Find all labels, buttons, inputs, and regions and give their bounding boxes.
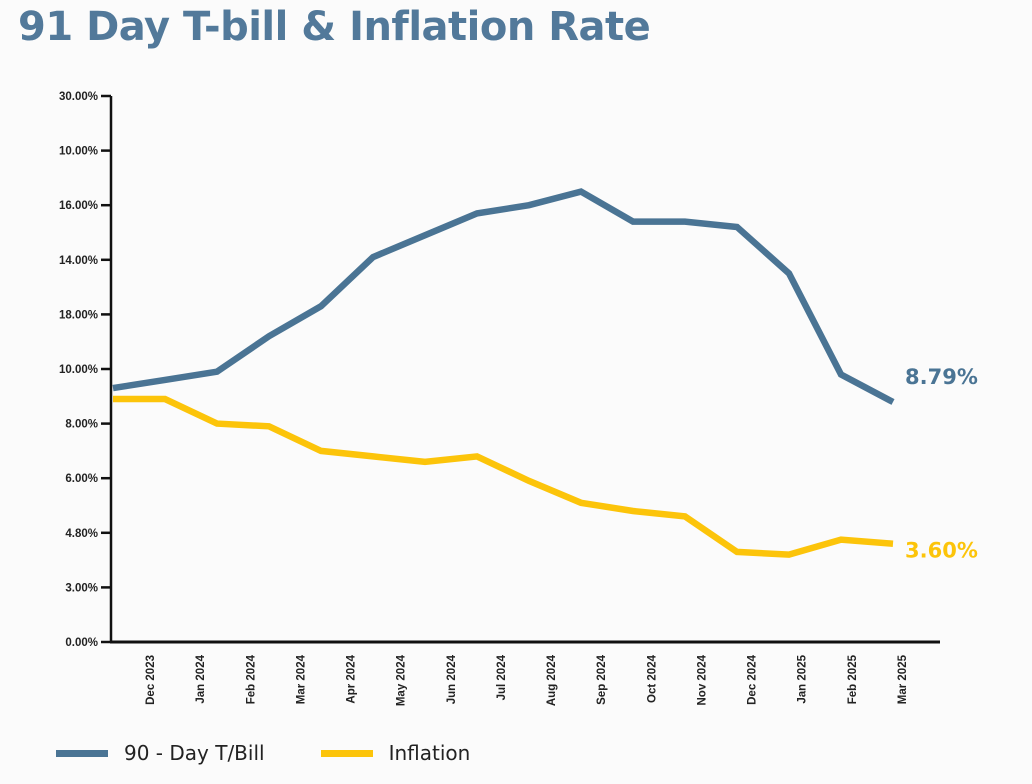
x-tick-label: Jun 2024 bbox=[446, 654, 458, 704]
y-tick-label: 14.00% bbox=[59, 255, 98, 267]
x-tick-label: Nov 2024 bbox=[696, 654, 708, 705]
x-tick-label: Dec 2024 bbox=[747, 654, 759, 704]
x-tick-label: Dec 2023 bbox=[145, 655, 157, 705]
x-tick-label: Aug 2024 bbox=[546, 654, 558, 706]
legend-item-tbill: 90 - Day T/Bill bbox=[56, 741, 265, 765]
y-tick-label: 18.00% bbox=[59, 309, 98, 321]
x-axis-ticks: Dec 2023 Jan 2024 Feb 2024 Mar 2024 Apr 2024… bbox=[145, 654, 909, 706]
tbill-end-label: 8.79% bbox=[905, 365, 978, 389]
x-tick-label: Jul 2024 bbox=[496, 654, 508, 700]
y-tick-label: 8.00% bbox=[65, 419, 98, 431]
x-tick-label: Feb 2025 bbox=[847, 654, 859, 704]
y-tick-label: 10.00% bbox=[59, 146, 98, 158]
y-tick-label: 6.00% bbox=[65, 473, 98, 485]
x-tick-label: Mar 2024 bbox=[295, 654, 307, 704]
x-tick-label: Feb 2024 bbox=[245, 654, 257, 704]
inflation-line bbox=[113, 395, 894, 558]
legend-label-tbill: 90 - Day T/Bill bbox=[124, 741, 265, 765]
legend-swatch-tbill bbox=[56, 749, 108, 757]
inflation-end-label: 3.60% bbox=[905, 539, 978, 563]
legend-item-inflation: Inflation bbox=[320, 741, 471, 765]
legend-swatch-inflation bbox=[320, 749, 373, 757]
y-tick-label: 3.00% bbox=[65, 582, 98, 594]
x-tick-label: Jan 2025 bbox=[797, 654, 809, 703]
series-lines bbox=[112, 188, 895, 558]
legend-label-inflation: Inflation bbox=[388, 741, 471, 765]
chart-title: 91 Day T-bill & Inflation Rate bbox=[18, 4, 651, 50]
x-tick-label: May 2024 bbox=[396, 654, 408, 706]
x-tick-label: Mar 2025 bbox=[897, 654, 909, 704]
end-labels: 8.79% 3.60% bbox=[905, 365, 978, 563]
x-tick-label: Jan 2024 bbox=[195, 654, 207, 703]
legend: 90 - Day T/Bill Inflation bbox=[56, 738, 526, 768]
y-tick-label: 0.00% bbox=[65, 637, 98, 649]
y-tick-label: 30.00% bbox=[59, 91, 98, 103]
y-axis-ticks: 30.00% 10.00% 16.00% 14.00% 18.00% 10.00% 8.00… bbox=[59, 91, 111, 649]
y-tick-label: 10.00% bbox=[59, 364, 98, 376]
x-tick-label: Apr 2024 bbox=[346, 654, 358, 703]
y-tick-label: 4.80% bbox=[65, 528, 98, 540]
y-tick-label: 16.00% bbox=[59, 200, 98, 212]
tbill-line bbox=[112, 188, 895, 405]
x-tick-label: Sep 2024 bbox=[596, 654, 608, 704]
x-tick-label: Oct 2024 bbox=[646, 654, 658, 703]
